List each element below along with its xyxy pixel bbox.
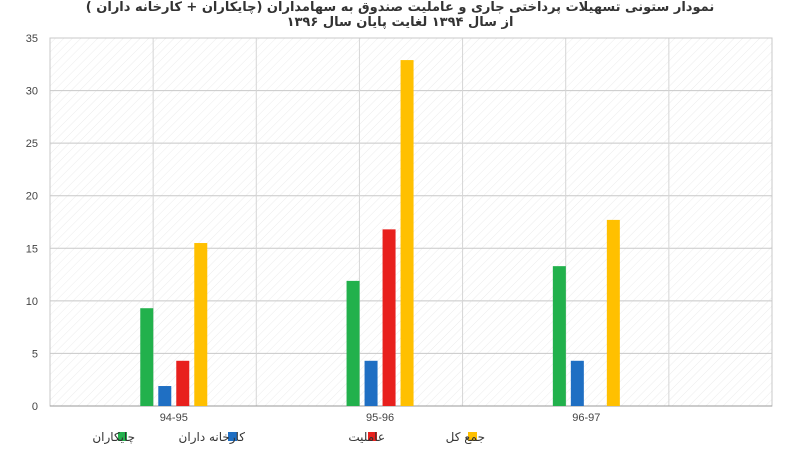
legend-swatch — [118, 432, 127, 441]
y-tick-label: 10 — [26, 296, 38, 308]
bar-94-95-1 — [140, 308, 154, 406]
y-tick-label: 20 — [26, 191, 38, 203]
bar-94-95-4 — [194, 243, 208, 406]
legend: چایکاران کارخانه داران عاملیت جمع کل — [92, 430, 485, 445]
bar-94-95-3 — [176, 360, 190, 406]
legend-swatch — [468, 432, 477, 441]
x-tick-label: 96-97 — [572, 412, 600, 424]
bar-95-96-1 — [346, 280, 360, 406]
bar-95-96-4 — [400, 60, 414, 406]
chart-title-block: نمودار ستونی تسهیلات پرداختی جاری و عامل… — [20, 0, 780, 30]
legend-swatch — [228, 432, 237, 441]
legend-swatch — [368, 432, 377, 441]
x-tick-label: 94-95 — [160, 412, 188, 424]
y-tick-label: 35 — [26, 33, 38, 45]
legend-item: چایکاران — [92, 430, 135, 445]
y-tick-label: 5 — [32, 348, 38, 360]
legend-label: عاملیت — [348, 430, 385, 444]
bar-96-97-4 — [606, 219, 620, 406]
y-tick-label: 15 — [26, 243, 38, 255]
legend-item: کارخانه داران — [179, 430, 246, 445]
legend-label: چایکاران — [92, 430, 135, 445]
bar-96-97-1 — [552, 266, 566, 406]
y-tick-label: 0 — [32, 401, 38, 413]
bar-95-96-3 — [382, 229, 396, 406]
y-tick-label: 25 — [26, 138, 38, 150]
legend-item: جمع کل — [446, 430, 485, 444]
bar-96-97-2 — [570, 360, 584, 406]
bar-94-95-2 — [158, 386, 172, 406]
x-tick-label: 95-96 — [366, 412, 394, 424]
legend-label: کارخانه داران — [179, 430, 246, 445]
chart-subtitle: از سال ۱۳۹۴ لغایت پایان سال ۱۳۹۶ — [286, 15, 514, 30]
chart-title: نمودار ستونی تسهیلات پرداختی جاری و عامل… — [85, 0, 715, 15]
bar-layer — [140, 60, 620, 406]
legend-label: جمع کل — [446, 430, 485, 444]
bar-95-96-2 — [364, 360, 378, 406]
legend-item: عاملیت — [348, 430, 385, 444]
y-tick-label: 30 — [26, 86, 38, 98]
